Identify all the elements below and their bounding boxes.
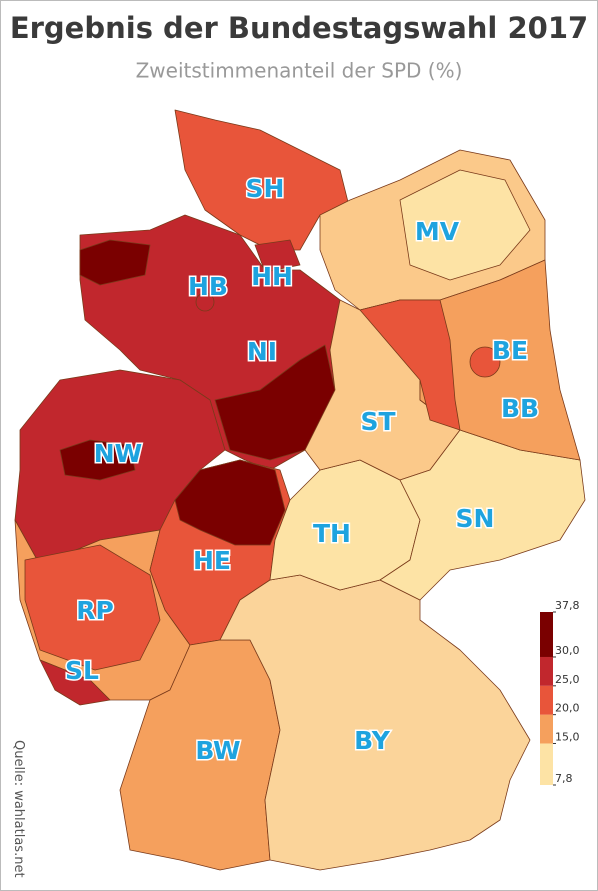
state-label: BE bbox=[492, 336, 528, 365]
dark-area bbox=[79, 239, 151, 286]
legend-tick-label: 7,8 bbox=[555, 772, 573, 785]
legend-swatch bbox=[540, 685, 553, 715]
legend-swatch bbox=[540, 656, 553, 686]
state-label: RP bbox=[76, 596, 114, 625]
legend-tick-label: 25,0 bbox=[555, 673, 580, 686]
state-label: SH bbox=[246, 174, 285, 203]
state-label: MV bbox=[415, 217, 460, 246]
state-mv-inner bbox=[399, 169, 531, 281]
state-label: TH bbox=[313, 519, 351, 548]
state-label: BW bbox=[195, 736, 240, 765]
state-label: NI bbox=[247, 337, 277, 366]
subtitle: Zweitstimmenanteil der SPD (%) bbox=[136, 59, 463, 83]
state-bb-west bbox=[359, 299, 461, 431]
state-label: HH bbox=[251, 262, 293, 291]
legend-swatch bbox=[540, 714, 553, 744]
state-label: NW bbox=[94, 439, 143, 468]
state-rp-inner bbox=[24, 544, 161, 671]
state-label: BB bbox=[501, 394, 539, 423]
dark-area bbox=[59, 439, 136, 481]
state-label: SL bbox=[65, 656, 99, 685]
state-label: SN bbox=[456, 504, 495, 533]
map bbox=[14, 109, 586, 871]
state-label: HE bbox=[193, 546, 231, 575]
state-label: BY bbox=[354, 726, 391, 755]
legend-swatch bbox=[540, 612, 553, 657]
dark-area bbox=[174, 459, 286, 546]
title: Ergebnis der Bundestagswahl 2017 bbox=[10, 11, 588, 45]
state-be bbox=[469, 346, 501, 378]
legend-tick-label: 37,8 bbox=[555, 599, 580, 612]
source: Quelle: wahlatlas.net bbox=[11, 740, 26, 878]
legend-tick-label: 30,0 bbox=[555, 644, 580, 657]
legend-tick-label: 20,0 bbox=[555, 702, 580, 715]
state-hh bbox=[254, 239, 301, 273]
legend-tick-label: 15,0 bbox=[555, 730, 580, 743]
legend-swatch bbox=[540, 743, 553, 785]
state-sl bbox=[39, 659, 111, 706]
state-label: ST bbox=[360, 407, 395, 436]
state-hb bbox=[195, 292, 215, 312]
state-label: HB bbox=[188, 272, 228, 301]
